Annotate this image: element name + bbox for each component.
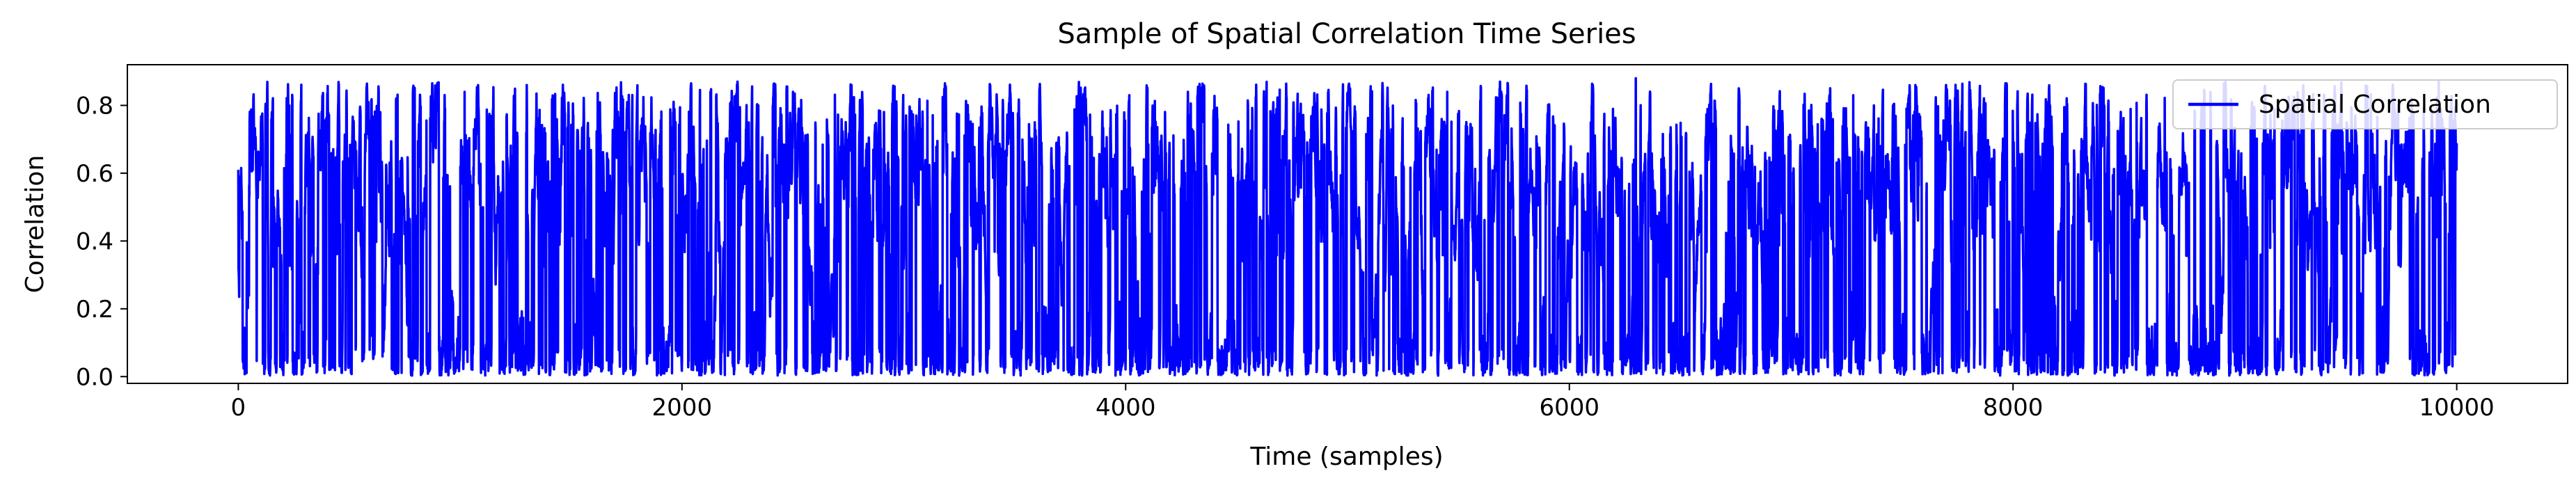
plot-frame — [127, 64, 2568, 384]
y-tick-label: 0.4 — [76, 228, 113, 255]
y-tick-label: 0.6 — [76, 160, 113, 188]
x-axis: 0 2000 4000 6000 8000 10000 — [231, 383, 2495, 422]
x-tick-label: 6000 — [1539, 394, 1599, 422]
y-tick-label: 0.8 — [76, 92, 113, 120]
x-tick-label: 0 — [231, 394, 246, 422]
y-axis: 0.0 0.2 0.4 0.6 0.8 — [76, 92, 127, 391]
plot-area — [127, 64, 2568, 384]
legend: Spatial Correlation — [2172, 79, 2558, 129]
series-line-spatial-correlation — [237, 77, 2458, 377]
x-tick-label: 4000 — [1096, 394, 1156, 422]
chart-title: Sample of Spatial Correlation Time Serie… — [1057, 18, 1636, 50]
x-tick-label: 10000 — [2419, 394, 2495, 422]
x-tick-label: 8000 — [1983, 394, 2044, 422]
x-axis-label: Time (samples) — [1249, 443, 1443, 471]
legend-label: Spatial Correlation — [2259, 90, 2491, 119]
series-layer — [237, 77, 2458, 377]
y-axis-label: Correlation — [21, 155, 49, 294]
y-tick-label: 0.2 — [76, 296, 113, 324]
legend-box — [2172, 79, 2558, 129]
y-tick-label: 0.0 — [76, 363, 113, 391]
x-tick-label: 2000 — [652, 394, 713, 422]
